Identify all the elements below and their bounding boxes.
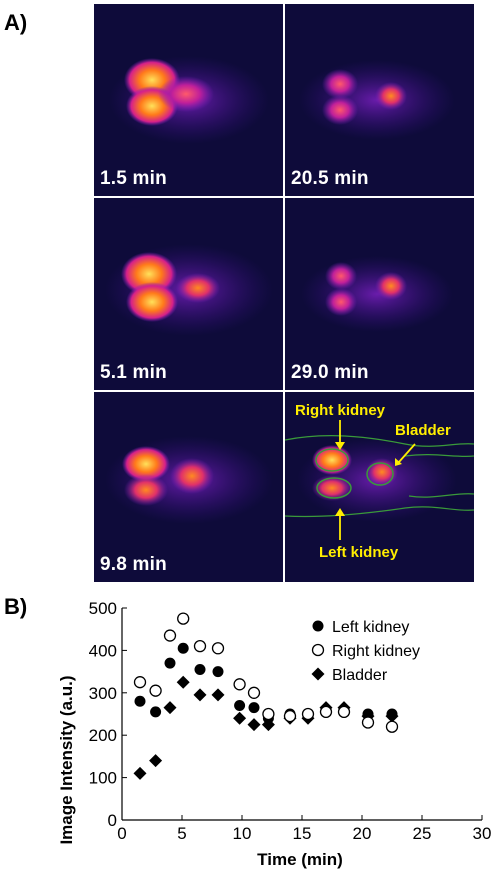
- body-roi-outline: [404, 454, 474, 457]
- left-kidney-annotation: Left kidney: [319, 544, 399, 561]
- pet-image-5: [105, 436, 273, 524]
- right-kidney-point: [337, 705, 351, 719]
- left-kidney-point: [194, 663, 206, 675]
- right-kidney-point: [385, 720, 399, 733]
- legend-marker: [312, 620, 324, 632]
- frame-time-label: 29.0 min: [291, 362, 369, 383]
- right-kidney-point: [163, 629, 177, 642]
- x-tick-label: 5: [177, 824, 186, 843]
- right-kidney-annotation: Right kidney: [295, 402, 386, 419]
- pet-frame-annotated: Right kidney Bladder Left kidney: [285, 392, 474, 582]
- pet-frame-2: 20.5 min: [285, 4, 474, 196]
- right-kidney-point: [177, 612, 190, 625]
- right-kidney-point: [133, 676, 147, 689]
- bladder-point: [163, 701, 177, 715]
- x-axis-label: Time (min): [257, 850, 343, 869]
- y-tick-label: 500: [89, 599, 117, 618]
- right-kidney-point: [247, 686, 261, 699]
- legend-label: Bladder: [332, 667, 388, 684]
- x-tick-label: 20: [353, 824, 372, 843]
- right-kidney-point: [149, 684, 162, 697]
- right-kidney-point: [301, 707, 315, 721]
- panel-b-label: B): [4, 594, 28, 619]
- frame-time-label: 9.8 min: [100, 554, 167, 575]
- legend-marker: [311, 667, 325, 681]
- bladder-point: [247, 718, 261, 732]
- bladder-point: [193, 688, 207, 702]
- panel-a-label: A): [4, 10, 28, 35]
- left-kidney-point: [234, 700, 246, 712]
- left-kidney-point: [164, 657, 176, 669]
- body-roi-outline: [408, 493, 474, 498]
- frame-time-label: 5.1 min: [100, 362, 167, 383]
- left-kidney-point: [362, 708, 374, 720]
- bladder-arrow: [398, 443, 416, 463]
- bladder-point: [261, 718, 275, 732]
- y-tick-label: 0: [108, 811, 117, 830]
- left-kidney-point: [177, 642, 189, 654]
- right-kidney-point: [193, 640, 207, 653]
- intensity-chart: 0 100 200 300 400 500 0 5 10 15 20 25 30 Left kidney R…: [57, 599, 492, 869]
- pet-image-3: [105, 244, 273, 336]
- x-tick-label: 0: [117, 824, 126, 843]
- x-tick-label: 10: [233, 824, 252, 843]
- pet-image-annotated: [285, 420, 474, 540]
- pet-image-1: [109, 56, 269, 144]
- y-axis-label: Image Intensity (a.u.): [57, 675, 76, 844]
- x-tick-label: 25: [413, 824, 432, 843]
- bladder-roi: [366, 462, 394, 486]
- right-kidney-roi: [315, 448, 349, 472]
- left-kidney-point: [134, 695, 146, 707]
- y-tick-label: 200: [89, 726, 117, 745]
- pet-frame-4: 29.0 min: [285, 198, 474, 390]
- body-roi-outline: [285, 435, 474, 447]
- right-kidney-point: [233, 678, 246, 691]
- right-kidney-point: [319, 705, 333, 719]
- right-kidney-point: [361, 716, 375, 729]
- bladder-point: [211, 688, 225, 702]
- legend-label: Left kidney: [332, 619, 409, 636]
- y-tick-label: 400: [89, 641, 117, 660]
- bladder-point: [149, 754, 163, 768]
- x-tick-label: 15: [293, 824, 312, 843]
- bladder-point: [176, 675, 190, 689]
- frame-time-label: 20.5 min: [291, 168, 369, 189]
- legend-label: Right kidney: [332, 643, 420, 660]
- plot-area: 0 100 200 300 400 500 0 5 10 15 20 25 30 Left kidney R…: [89, 599, 492, 843]
- left-kidney-point: [212, 666, 224, 678]
- left-kidney-roi: [316, 477, 352, 499]
- bladder-point: [233, 711, 247, 725]
- left-kidney-point: [248, 702, 260, 714]
- right-kidney-point: [283, 709, 297, 723]
- y-tick-label: 300: [89, 684, 117, 703]
- x-tick-label: 30: [473, 824, 492, 843]
- left-kidney-point: [150, 706, 162, 718]
- y-tick-label: 100: [89, 769, 117, 788]
- legend-marker: [311, 643, 325, 657]
- pet-image-2: [299, 60, 455, 140]
- pet-image-4: [301, 256, 453, 332]
- right-kidney-point: [262, 707, 275, 721]
- frame-time-label: 1.5 min: [100, 168, 167, 189]
- bladder-annotation: Bladder: [395, 422, 451, 439]
- pet-image-grid: 1.5 min 20.5 min 5.1 min 29.0 min: [94, 4, 474, 582]
- left-kidney-point: [386, 708, 398, 720]
- pet-frame-3: 5.1 min: [94, 198, 283, 390]
- body-roi-outline: [285, 506, 474, 518]
- pet-frame-5: 9.8 min: [94, 392, 283, 582]
- pet-frame-1: 1.5 min: [94, 4, 283, 196]
- bladder-point: [133, 766, 147, 780]
- right-kidney-point: [211, 642, 225, 655]
